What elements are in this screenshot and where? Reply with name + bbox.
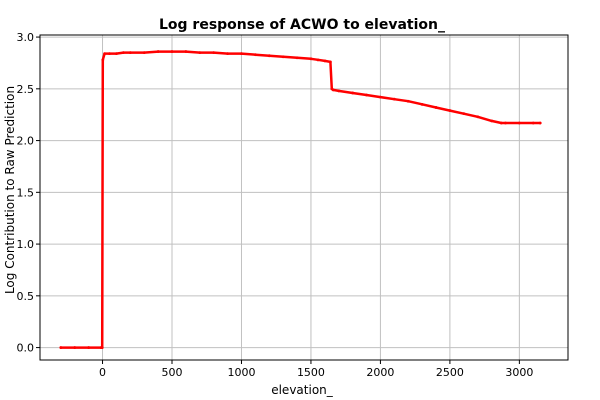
data-point bbox=[198, 51, 202, 54]
data-point bbox=[351, 91, 355, 95]
x-tick-label: 1500 bbox=[297, 366, 325, 379]
data-point bbox=[142, 51, 146, 54]
x-tick-label: 0 bbox=[99, 366, 106, 379]
data-point bbox=[121, 51, 125, 54]
chart-title: Log response of ACWO to elevation_ bbox=[159, 17, 445, 33]
x-tick-label: 500 bbox=[162, 366, 183, 379]
data-point bbox=[323, 59, 327, 63]
data-point bbox=[309, 57, 313, 61]
data-point bbox=[316, 58, 320, 62]
axis-ticks: 0 500 1000 1500 2000 2500 3000 0.0 0.5 1.0 1.5 2.0 2… bbox=[17, 31, 534, 379]
data-point bbox=[476, 115, 480, 119]
data-point bbox=[406, 99, 410, 103]
data-point bbox=[73, 346, 77, 349]
y-tick-label: 1.5 bbox=[17, 186, 35, 199]
data-point bbox=[420, 102, 424, 106]
data-point bbox=[59, 346, 63, 349]
data-point bbox=[504, 121, 507, 125]
data-point bbox=[212, 51, 216, 54]
x-tick-label: 3000 bbox=[505, 366, 533, 379]
data-point bbox=[490, 119, 493, 123]
data-point bbox=[100, 346, 104, 349]
y-tick-label: 2.0 bbox=[17, 135, 35, 148]
series-layer bbox=[59, 50, 542, 349]
data-point bbox=[103, 52, 107, 56]
x-tick-label: 1000 bbox=[227, 366, 255, 379]
series-line bbox=[59, 50, 542, 349]
data-point bbox=[281, 55, 285, 59]
data-point bbox=[128, 51, 132, 54]
data-point bbox=[108, 52, 111, 56]
x-axis-label: elevation_ bbox=[271, 383, 334, 397]
data-point bbox=[226, 52, 229, 56]
data-point bbox=[170, 50, 174, 53]
y-axis-label: Log Contribution to Raw Prediction bbox=[3, 86, 17, 294]
grid-lines bbox=[40, 35, 568, 360]
plot-frame bbox=[39, 34, 569, 361]
data-point bbox=[240, 52, 243, 56]
data-point bbox=[538, 121, 542, 125]
data-point bbox=[517, 121, 521, 125]
data-point bbox=[448, 109, 452, 112]
data-point bbox=[462, 112, 466, 116]
data-point bbox=[337, 89, 341, 93]
y-tick-label: 0.0 bbox=[17, 342, 35, 355]
data-point bbox=[499, 121, 503, 125]
y-tick-label: 1.0 bbox=[17, 238, 35, 251]
data-point bbox=[253, 53, 257, 57]
x-tick-label: 2000 bbox=[366, 366, 394, 379]
y-tick-label: 2.5 bbox=[17, 83, 35, 96]
data-point bbox=[331, 88, 335, 92]
data-point bbox=[115, 52, 118, 56]
data-point bbox=[329, 60, 332, 64]
x-tick-label: 2500 bbox=[436, 366, 464, 379]
data-point bbox=[184, 50, 188, 53]
data-point bbox=[101, 58, 105, 62]
data-point bbox=[87, 346, 91, 349]
data-point bbox=[392, 97, 396, 101]
data-point bbox=[531, 121, 535, 125]
data-point bbox=[434, 106, 438, 109]
data-point bbox=[156, 50, 160, 53]
data-point bbox=[365, 93, 368, 97]
data-point bbox=[379, 95, 382, 99]
y-tick-label: 0.5 bbox=[17, 290, 35, 303]
y-tick-label: 3.0 bbox=[17, 31, 35, 44]
data-point bbox=[267, 54, 271, 58]
data-point bbox=[295, 56, 299, 60]
